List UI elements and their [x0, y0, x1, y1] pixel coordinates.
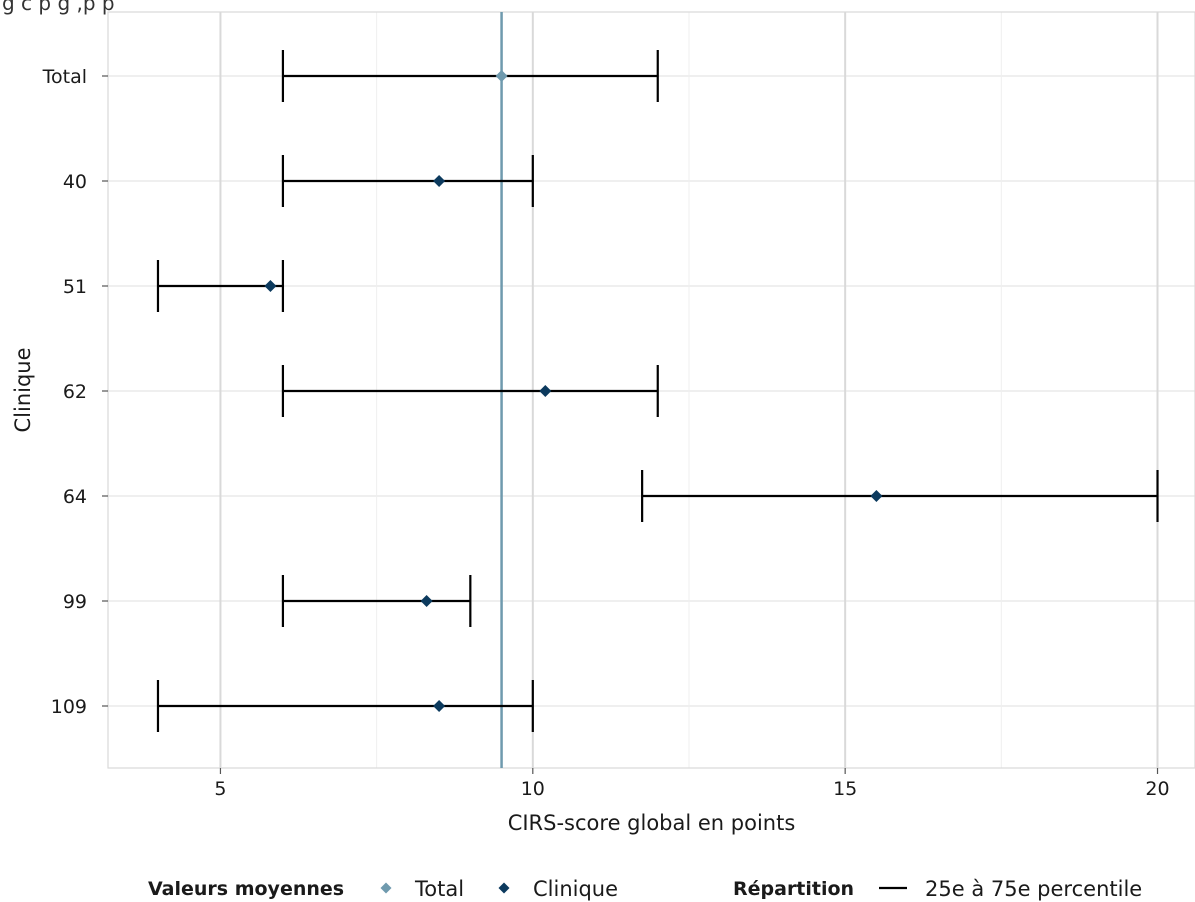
- clinique-mean-point: [420, 595, 433, 607]
- legend-total-marker: [380, 882, 392, 894]
- errorbar: [156, 260, 285, 312]
- x-tick-label: 20: [1145, 778, 1169, 800]
- clinique-mean-point: [870, 490, 883, 502]
- plot-panel: 5 10 15 20 Total 40 51 62 64 99 109: [42, 11, 1195, 800]
- errorbar: [641, 470, 1159, 522]
- errorbar: [281, 365, 659, 417]
- y-tick-label: Total: [42, 66, 87, 88]
- x-axis-title: CIRS-score global en points: [508, 811, 796, 835]
- legend-title-valeurs-moyennes: Valeurs moyennes: [148, 878, 344, 900]
- y-tick-label: 64: [63, 486, 87, 508]
- legend-label-clinique: Clinique: [533, 877, 618, 901]
- legend-label-total: Total: [414, 877, 464, 901]
- errorbar: [281, 155, 534, 207]
- legend-label-percentile: 25e à 75e percentile: [925, 877, 1142, 901]
- legend: Valeurs moyennes Total Clinique Répartition…: [148, 877, 1142, 901]
- errorbar: [156, 680, 534, 732]
- clinique-mean-point: [433, 175, 446, 187]
- y-tick-label: 99: [63, 591, 87, 613]
- panel-border: [107, 11, 1195, 769]
- errorbar: [281, 575, 472, 627]
- legend-title-repartition: Répartition: [733, 878, 854, 900]
- y-tick-label: 62: [63, 381, 87, 403]
- y-tick-label: 40: [63, 171, 87, 193]
- clinique-mean-point: [539, 385, 552, 397]
- legend-clinique-marker: [498, 882, 510, 894]
- x-tick-label: 5: [214, 778, 226, 800]
- chart-title-fragment: g c p g ,p p: [2, 0, 115, 15]
- clinique-mean-point: [264, 280, 277, 292]
- y-axis-title: Clinique: [11, 347, 35, 432]
- x-tick-label: 15: [833, 778, 857, 800]
- y-tick-label: 51: [63, 276, 87, 298]
- total-mean-point: [495, 70, 508, 82]
- y-tick-label: 109: [51, 696, 87, 718]
- x-tick-label: 10: [521, 778, 545, 800]
- errorbar: [281, 50, 659, 102]
- clinique-mean-point: [433, 700, 446, 712]
